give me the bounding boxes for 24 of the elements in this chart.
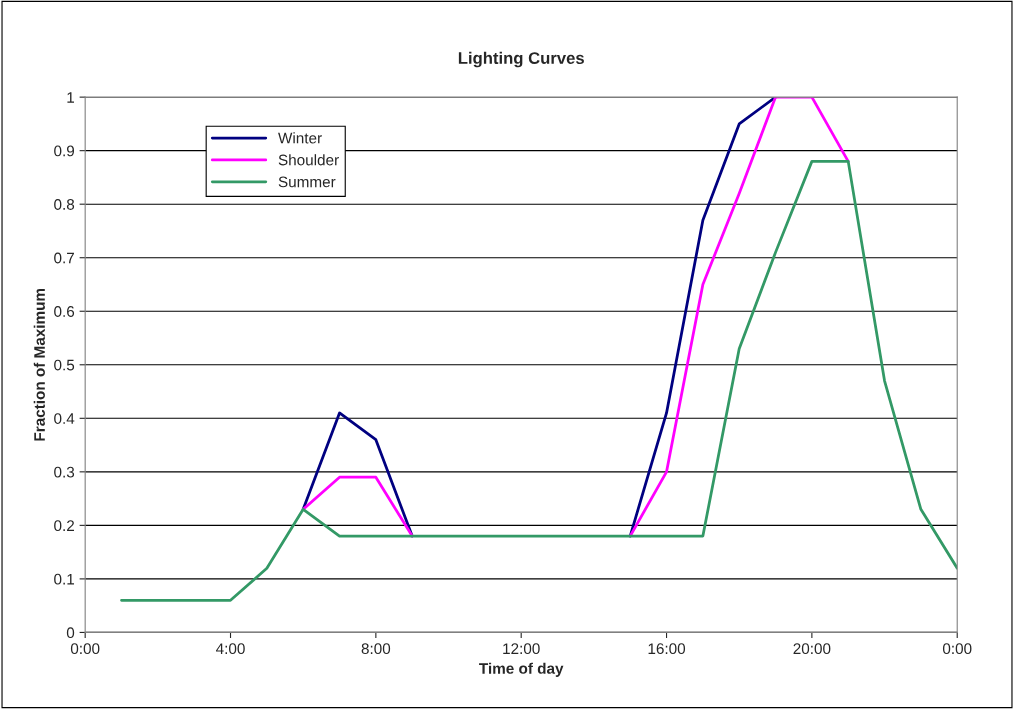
y-tick-label: 0.5 <box>54 359 75 371</box>
y-tick-label: 0.2 <box>54 520 74 532</box>
legend-label: Shoulder <box>278 154 339 166</box>
x-tick-label: 20:00 <box>793 643 831 655</box>
x-tick-label: 12:00 <box>503 643 540 655</box>
x-tick-label: 16:00 <box>648 643 686 655</box>
y-tick-label: 0.1 <box>54 573 75 585</box>
chart-title: Lighting Curves <box>458 51 584 68</box>
x-tick-label: 8:00 <box>361 643 391 655</box>
y-tick-label: 0.4 <box>54 413 75 424</box>
y-tick-label: 0.8 <box>54 199 75 210</box>
y-tick-label: 0.9 <box>54 145 75 157</box>
x-tick-label: 4:00 <box>216 643 245 655</box>
x-tick-label: 0:00 <box>70 643 100 655</box>
y-tick-label: 0.6 <box>54 306 75 317</box>
y-tick-label: 0.3 <box>54 466 75 478</box>
x-axis-title: Time of day <box>479 662 564 677</box>
y-tick-label: 0.7 <box>54 252 74 264</box>
y-axis-title: Fraction of Maximum <box>33 288 45 441</box>
legend-label: Summer <box>278 176 336 188</box>
y-tick-label: 1 <box>67 92 75 103</box>
y-tick-label: 0 <box>66 627 75 639</box>
x-tick-label: 0:00 <box>942 643 972 655</box>
legend-label: Winter <box>278 132 322 144</box>
